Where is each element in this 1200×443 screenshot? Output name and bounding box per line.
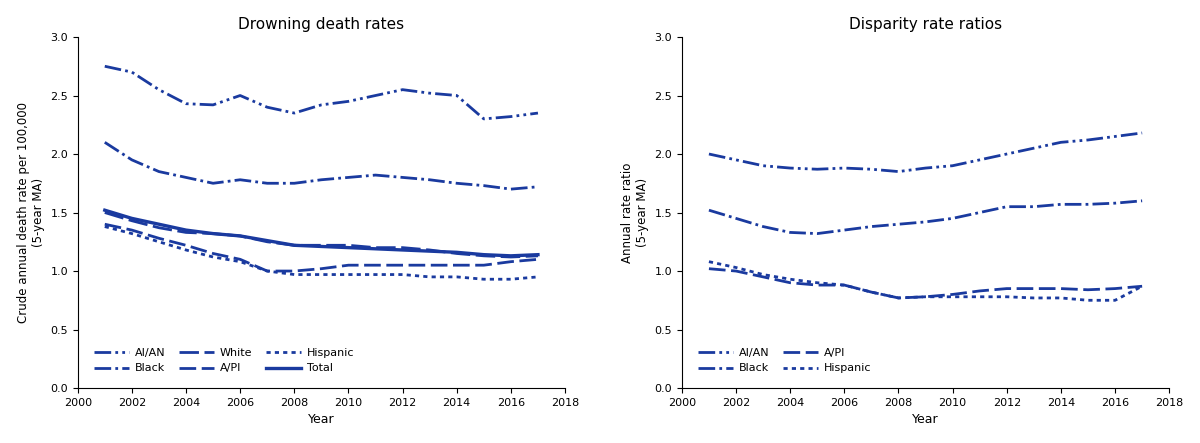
Y-axis label: Crude annual death rate per 100,000
(5-year MA): Crude annual death rate per 100,000 (5-y…	[17, 102, 44, 323]
Legend: AI/AN, Black, White, A/PI, Hispanic, Total: AI/AN, Black, White, A/PI, Hispanic, Tot…	[88, 342, 360, 379]
Title: Disparity rate ratios: Disparity rate ratios	[848, 17, 1002, 31]
Legend: AI/AN, Black, A/PI, Hispanic: AI/AN, Black, A/PI, Hispanic	[692, 342, 877, 379]
Y-axis label: Annual rate ratio
(5-year MA): Annual rate ratio (5-year MA)	[620, 162, 649, 263]
X-axis label: Year: Year	[308, 413, 335, 426]
Title: Drowning death rates: Drowning death rates	[239, 17, 404, 31]
X-axis label: Year: Year	[912, 413, 938, 426]
